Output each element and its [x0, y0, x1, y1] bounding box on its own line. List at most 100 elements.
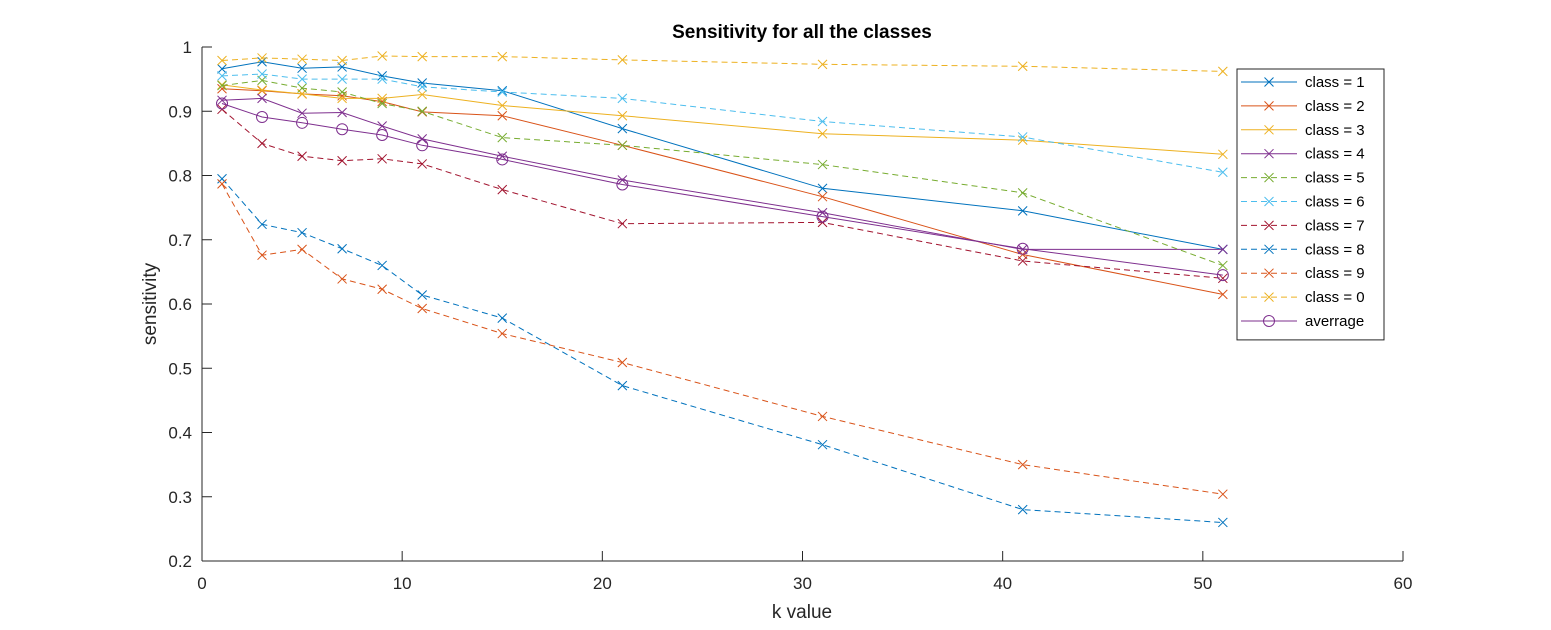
plot-area	[202, 47, 1403, 561]
legend: class = 1 class = 2 class = 3 class = 4 clas…	[1236, 68, 1385, 341]
data-point	[1217, 66, 1228, 77]
legend-marker	[1263, 315, 1275, 327]
data-point	[817, 439, 828, 450]
data-point	[337, 107, 347, 118]
data-point	[257, 85, 267, 95]
data-point	[297, 74, 307, 84]
data-point	[297, 151, 307, 162]
series-class-6	[217, 69, 1228, 178]
chart-title: Sensitivity for all the classes	[672, 22, 932, 43]
data-point	[1017, 256, 1028, 266]
data-point	[377, 98, 388, 109]
legend-marker	[1264, 220, 1274, 231]
data-point	[417, 81, 428, 92]
data-point	[817, 59, 828, 70]
data-point	[497, 100, 508, 111]
legend-item: class = 1	[1241, 74, 1365, 91]
series-class-0	[217, 51, 1228, 77]
axes: 0 10 20 30 40 50 60 0.2 0.3 0.4 0.5 0.6 0.7 0.8 0.9 1	[168, 38, 1412, 593]
y-tick-label: 0.3	[168, 488, 192, 507]
data-point	[217, 178, 227, 189]
x-tick-label: 10	[393, 574, 412, 593]
x-tick-label: 0	[197, 574, 206, 593]
data-point	[297, 54, 307, 65]
data-point	[617, 175, 628, 185]
data-point	[1217, 260, 1228, 271]
data-point	[337, 155, 347, 166]
y-axis-label: sensitivity	[140, 262, 161, 345]
data-point	[257, 250, 267, 261]
legend-box	[1236, 68, 1385, 341]
data-point	[617, 140, 628, 151]
data-point	[497, 313, 508, 323]
legend-item: class = 8	[1241, 241, 1365, 258]
data-point	[217, 71, 227, 81]
data-point	[257, 53, 267, 63]
x-tick-label: 40	[993, 574, 1012, 593]
data-point	[497, 85, 508, 96]
series-class-8	[217, 173, 1228, 528]
data-point	[417, 290, 428, 300]
data-point	[337, 274, 347, 284]
data-point	[1017, 504, 1028, 515]
data-point	[257, 93, 267, 104]
series-class-9	[217, 178, 1228, 500]
legend-label: class = 3	[1305, 122, 1365, 139]
legend-marker	[1264, 101, 1274, 111]
data-point	[377, 284, 388, 295]
legend-marker	[1264, 268, 1274, 279]
legend-marker	[1264, 172, 1274, 183]
y-tick-label: 0.9	[168, 102, 192, 121]
data-point	[377, 153, 388, 164]
legend-item: class = 5	[1241, 170, 1365, 187]
data-point	[257, 219, 267, 230]
data-point	[616, 178, 629, 191]
legend-label: class = 1	[1305, 74, 1365, 91]
data-point	[377, 71, 388, 81]
data-point	[617, 54, 628, 65]
legend-marker	[1264, 244, 1274, 255]
data-point	[257, 69, 267, 79]
data-point	[817, 116, 828, 127]
data-point	[817, 411, 828, 422]
data-point	[617, 357, 628, 368]
legend-item: class = 3	[1241, 122, 1365, 139]
data-point	[417, 51, 428, 62]
y-tick-label: 0.6	[168, 295, 192, 314]
data-point	[1017, 244, 1028, 255]
legend-marker	[1264, 292, 1274, 302]
x-axis-label: k value	[772, 602, 832, 623]
data-point	[1017, 132, 1028, 142]
legend-label: class = 6	[1305, 194, 1365, 211]
y-tick-label: 0.4	[168, 424, 192, 443]
data-point	[297, 227, 307, 238]
data-point	[617, 218, 628, 229]
data-point	[297, 108, 307, 119]
data-point	[416, 139, 429, 152]
data-point	[417, 159, 428, 169]
data-point	[417, 89, 428, 100]
data-point	[417, 106, 428, 117]
plot-series	[216, 51, 1229, 528]
data-point	[497, 328, 508, 339]
data-point	[1217, 149, 1228, 160]
data-point	[817, 191, 828, 202]
series-class-4	[217, 93, 1228, 255]
x-tick-label: 20	[593, 574, 612, 593]
data-point	[337, 87, 347, 97]
data-point	[377, 260, 388, 271]
series-line	[221, 183, 1223, 495]
series-class-5	[217, 75, 1228, 271]
data-point	[377, 93, 388, 104]
data-point	[617, 123, 628, 134]
data-point	[337, 55, 347, 66]
legend-marker	[1264, 77, 1274, 87]
data-point	[1017, 187, 1028, 198]
data-point	[1217, 167, 1228, 178]
series-class-3	[217, 80, 1228, 160]
data-point	[217, 173, 227, 184]
data-point	[256, 111, 269, 124]
data-point	[217, 63, 227, 74]
data-point	[497, 87, 508, 97]
legend-label: class = 4	[1305, 146, 1365, 163]
